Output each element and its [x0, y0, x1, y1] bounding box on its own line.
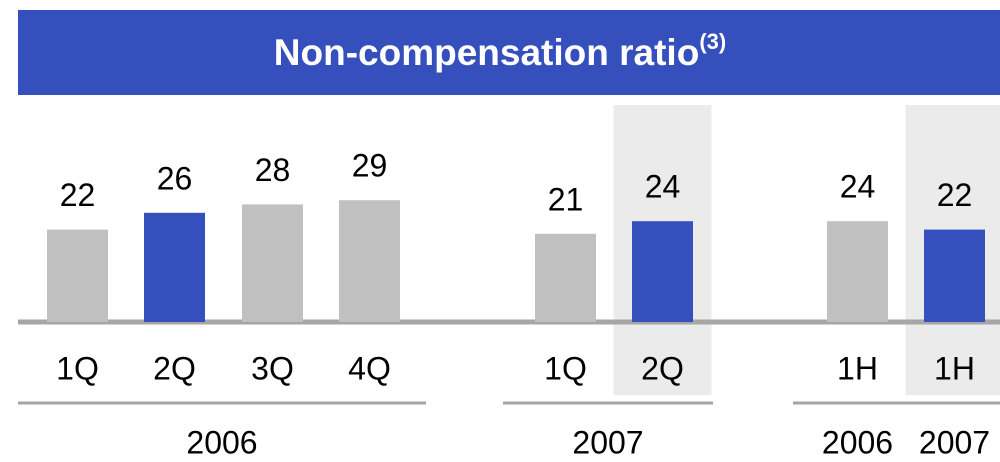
data-label: 22 — [60, 177, 96, 213]
title-bar — [18, 10, 1000, 95]
x-tick-label: 1H — [934, 350, 975, 386]
bar — [339, 200, 400, 322]
data-label: 29 — [352, 148, 388, 184]
x-tick-label: 1Q — [544, 350, 587, 386]
bar — [144, 212, 205, 322]
x-tick-label: 2Q — [153, 350, 196, 386]
data-label: 26 — [157, 160, 193, 196]
group-label: 2006 — [822, 424, 893, 460]
x-tick-label: 4Q — [348, 350, 391, 386]
bar — [632, 221, 693, 322]
data-label: 21 — [548, 181, 584, 217]
bar — [924, 229, 985, 322]
chart-title: Non-compensation ratio(3) — [274, 29, 726, 73]
data-label: 22 — [937, 177, 973, 213]
bar — [47, 229, 108, 322]
title-note: (3) — [699, 29, 726, 54]
x-tick-label: 1H — [837, 350, 878, 386]
bar — [242, 204, 303, 322]
group-label: 2007 — [919, 424, 990, 460]
group-label: 2006 — [186, 424, 257, 460]
group-label: 2007 — [572, 424, 643, 460]
bar — [535, 233, 596, 322]
data-label: 24 — [645, 169, 681, 205]
data-label: 24 — [840, 169, 876, 205]
data-label: 28 — [255, 152, 291, 188]
x-tick-label: 3Q — [251, 350, 294, 386]
x-tick-label: 2Q — [641, 350, 684, 386]
bar — [827, 221, 888, 322]
x-tick-label: 1Q — [56, 350, 99, 386]
title-text: Non-compensation ratio — [274, 32, 700, 73]
